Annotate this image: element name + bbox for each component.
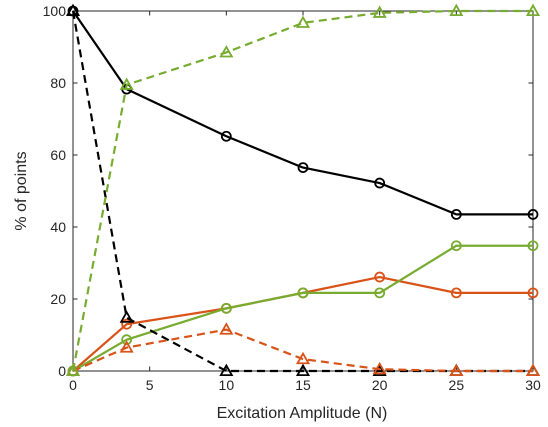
data-point-triangle (219, 45, 234, 58)
data-point-triangle (119, 77, 134, 90)
data-point-circle (220, 302, 232, 314)
data-point-triangle (119, 310, 134, 323)
series-layer (65, 3, 541, 377)
data-point-circle (527, 208, 539, 220)
y-tick-label: 100 (43, 3, 67, 19)
data-point-circle (297, 162, 309, 174)
data-point-circle (527, 287, 539, 299)
x-tick-label: 5 (146, 377, 154, 393)
plot-area (72, 10, 534, 372)
data-point-triangle (295, 351, 311, 365)
data-point-circle (450, 240, 462, 252)
data-point-triangle (525, 363, 541, 377)
y-axis-label: % of points (13, 151, 30, 230)
data-point-circle (121, 318, 133, 330)
data-point-triangle (372, 361, 387, 375)
data-point-triangle (65, 363, 81, 377)
data-point-triangle (295, 15, 311, 28)
data-point-circle (374, 177, 386, 189)
data-point-circle (450, 208, 462, 220)
data-point-circle (450, 287, 462, 299)
plot-frame (72, 10, 534, 372)
x-tick-label: 15 (295, 377, 311, 393)
y-tick-label: 40 (50, 219, 66, 235)
data-point-triangle (525, 3, 541, 17)
data-point-triangle (449, 3, 464, 17)
series-line (72, 328, 533, 373)
data-point-triangle (119, 340, 134, 353)
x-axis-label: Excitation Amplitude (N) (217, 405, 388, 422)
data-point-triangle (219, 322, 234, 335)
data-point-triangle (295, 363, 311, 377)
y-axis-ticks: 0 20 40 60 80 100 (43, 3, 533, 379)
series-line (71, 9, 533, 372)
series-line (72, 244, 533, 372)
series-3 (67, 240, 539, 377)
x-tick-label: 10 (219, 377, 235, 393)
x-tick-label: 0 (69, 377, 77, 393)
data-point-triangle (372, 5, 387, 18)
data-point-circle (220, 130, 232, 142)
data-point-circle (121, 334, 133, 346)
data-point-triangle (219, 363, 234, 377)
y-tick-label: 80 (50, 75, 66, 91)
data-point-triangle (449, 363, 464, 377)
x-tick-label: 20 (372, 377, 388, 393)
data-point-triangle (65, 3, 81, 17)
y-tick-label: 60 (50, 147, 66, 163)
data-point-circle (527, 240, 539, 252)
x-tick-label: 30 (525, 377, 541, 393)
data-point-circle (374, 271, 386, 283)
data-point-circle (297, 287, 309, 299)
x-tick-label: 25 (449, 377, 465, 393)
series-6 (65, 3, 541, 377)
data-point-circle (374, 287, 386, 299)
y-tick-label: 0 (58, 363, 66, 379)
y-tick-label: 20 (50, 291, 66, 307)
